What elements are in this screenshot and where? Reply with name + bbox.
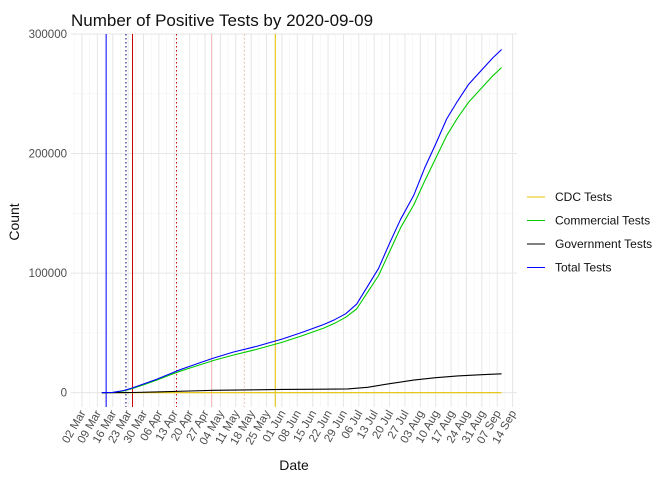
chart-title: Number of Positive Tests by 2020-09-09 [71, 11, 373, 30]
y-axis-title: Count [6, 203, 22, 240]
legend-label: CDC Tests [555, 190, 612, 204]
reference-lines [105, 34, 276, 407]
y-tick-label: 100000 [29, 268, 67, 280]
x-axis-title: Date [279, 457, 309, 473]
y-tick-label: 0 [61, 388, 67, 400]
y-tick-label: 200000 [29, 149, 67, 161]
legend-label: Total Tests [555, 261, 611, 275]
series-lines [101, 49, 502, 394]
legend-label: Government Tests [555, 237, 652, 251]
grid [71, 33, 517, 407]
legend-label: Commercial Tests [555, 214, 650, 228]
y-axis-ticks: 0 100000 200000 300000 [29, 29, 67, 400]
series-line-government-tests [101, 373, 502, 394]
series-line-total-tests [101, 49, 502, 394]
series-line-commercial-tests [101, 67, 502, 394]
legend: CDC Tests Commercial Tests Government Test… [527, 190, 652, 275]
y-tick-label: 300000 [29, 29, 67, 41]
